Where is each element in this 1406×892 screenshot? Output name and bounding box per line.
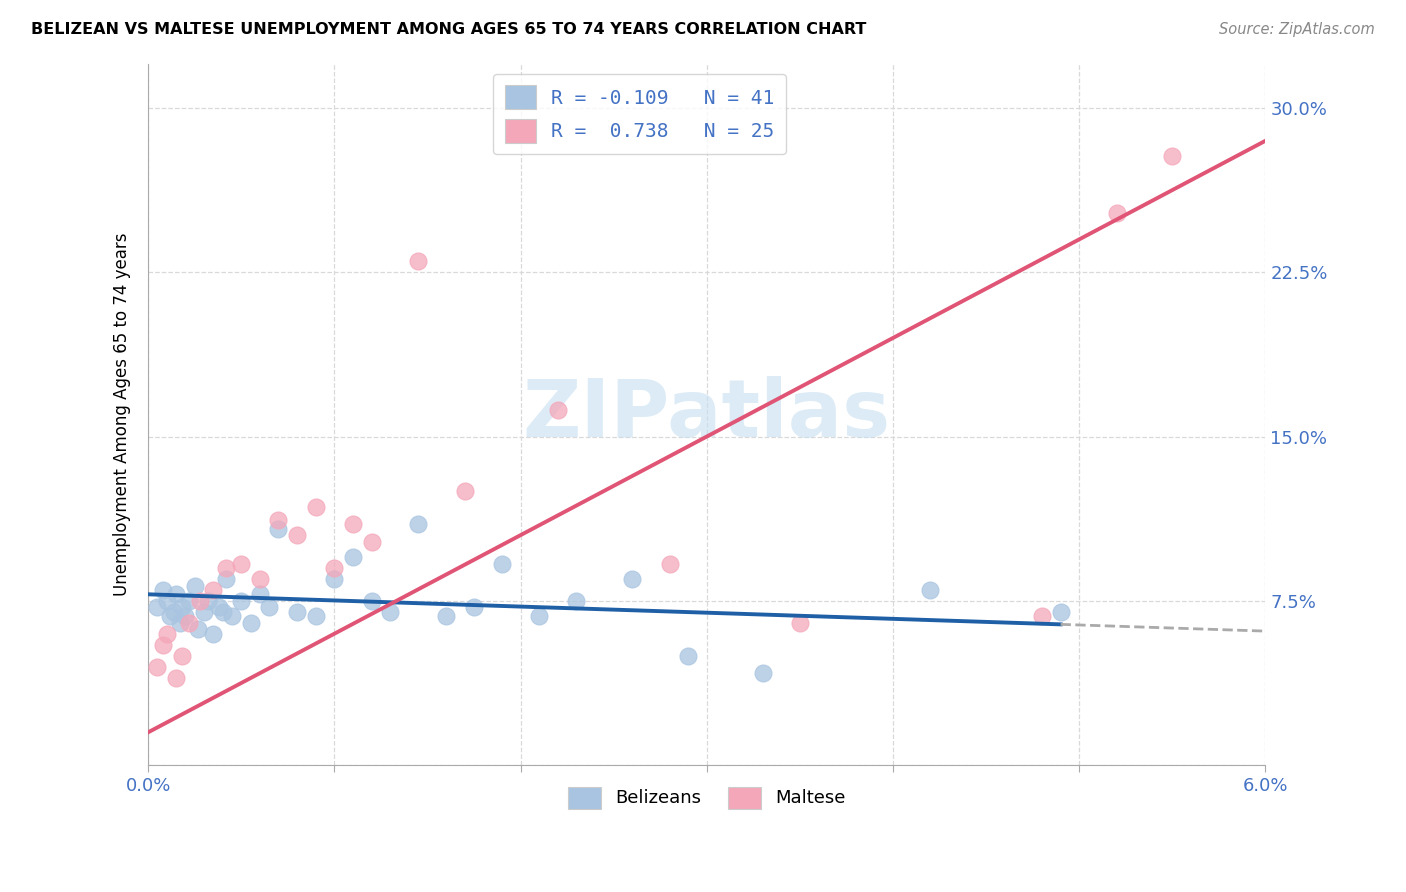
Point xyxy=(169,615,191,630)
Point xyxy=(1161,149,1184,163)
Point xyxy=(751,666,773,681)
Point xyxy=(454,484,477,499)
Point xyxy=(231,557,253,571)
Point xyxy=(156,626,179,640)
Point xyxy=(152,582,174,597)
Point xyxy=(193,605,215,619)
Point xyxy=(170,648,193,663)
Point xyxy=(165,671,187,685)
Point xyxy=(342,517,364,532)
Point xyxy=(146,600,169,615)
Point xyxy=(170,600,193,615)
Text: BELIZEAN VS MALTESE UNEMPLOYMENT AMONG AGES 65 TO 74 YEARS CORRELATION CHART: BELIZEAN VS MALTESE UNEMPLOYMENT AMONG A… xyxy=(31,22,866,37)
Point xyxy=(1105,206,1128,220)
Point xyxy=(215,561,238,575)
Y-axis label: Unemployment Among Ages 65 to 74 years: Unemployment Among Ages 65 to 74 years xyxy=(114,233,131,597)
Point xyxy=(177,594,200,608)
Point xyxy=(360,534,382,549)
Legend: Belizeans, Maltese: Belizeans, Maltese xyxy=(561,780,852,816)
Point xyxy=(305,609,328,624)
Point xyxy=(152,638,174,652)
Point xyxy=(323,561,346,575)
Point xyxy=(342,549,364,564)
Point xyxy=(920,582,942,597)
Point xyxy=(1031,609,1053,624)
Point xyxy=(406,254,429,268)
Point xyxy=(285,528,308,542)
Point xyxy=(231,594,253,608)
Point xyxy=(239,615,262,630)
Point xyxy=(174,609,197,624)
Point xyxy=(323,572,346,586)
Point xyxy=(547,403,569,417)
Point xyxy=(789,615,811,630)
Point xyxy=(177,615,200,630)
Point xyxy=(1049,605,1071,619)
Point xyxy=(221,609,243,624)
Point xyxy=(380,605,402,619)
Point xyxy=(565,594,588,608)
Point xyxy=(267,513,290,527)
Point xyxy=(202,626,225,640)
Point xyxy=(305,500,328,514)
Point xyxy=(197,594,219,608)
Point xyxy=(165,587,187,601)
Point xyxy=(527,609,550,624)
Point xyxy=(211,605,233,619)
Point xyxy=(463,600,485,615)
Point xyxy=(156,594,179,608)
Point xyxy=(267,522,290,536)
Point xyxy=(249,587,271,601)
Point xyxy=(360,594,382,608)
Point xyxy=(491,557,513,571)
Point xyxy=(621,572,644,586)
Text: ZIPatlas: ZIPatlas xyxy=(523,376,891,454)
Point xyxy=(257,600,280,615)
Point xyxy=(249,572,271,586)
Point xyxy=(187,623,209,637)
Point xyxy=(202,582,225,597)
Point xyxy=(163,605,186,619)
Point xyxy=(215,572,238,586)
Point xyxy=(146,659,169,673)
Text: Source: ZipAtlas.com: Source: ZipAtlas.com xyxy=(1219,22,1375,37)
Point xyxy=(159,609,181,624)
Point xyxy=(208,600,231,615)
Point xyxy=(406,517,429,532)
Point xyxy=(285,605,308,619)
Point xyxy=(676,648,699,663)
Point xyxy=(183,578,205,592)
Point xyxy=(434,609,457,624)
Point xyxy=(658,557,681,571)
Point xyxy=(188,594,211,608)
